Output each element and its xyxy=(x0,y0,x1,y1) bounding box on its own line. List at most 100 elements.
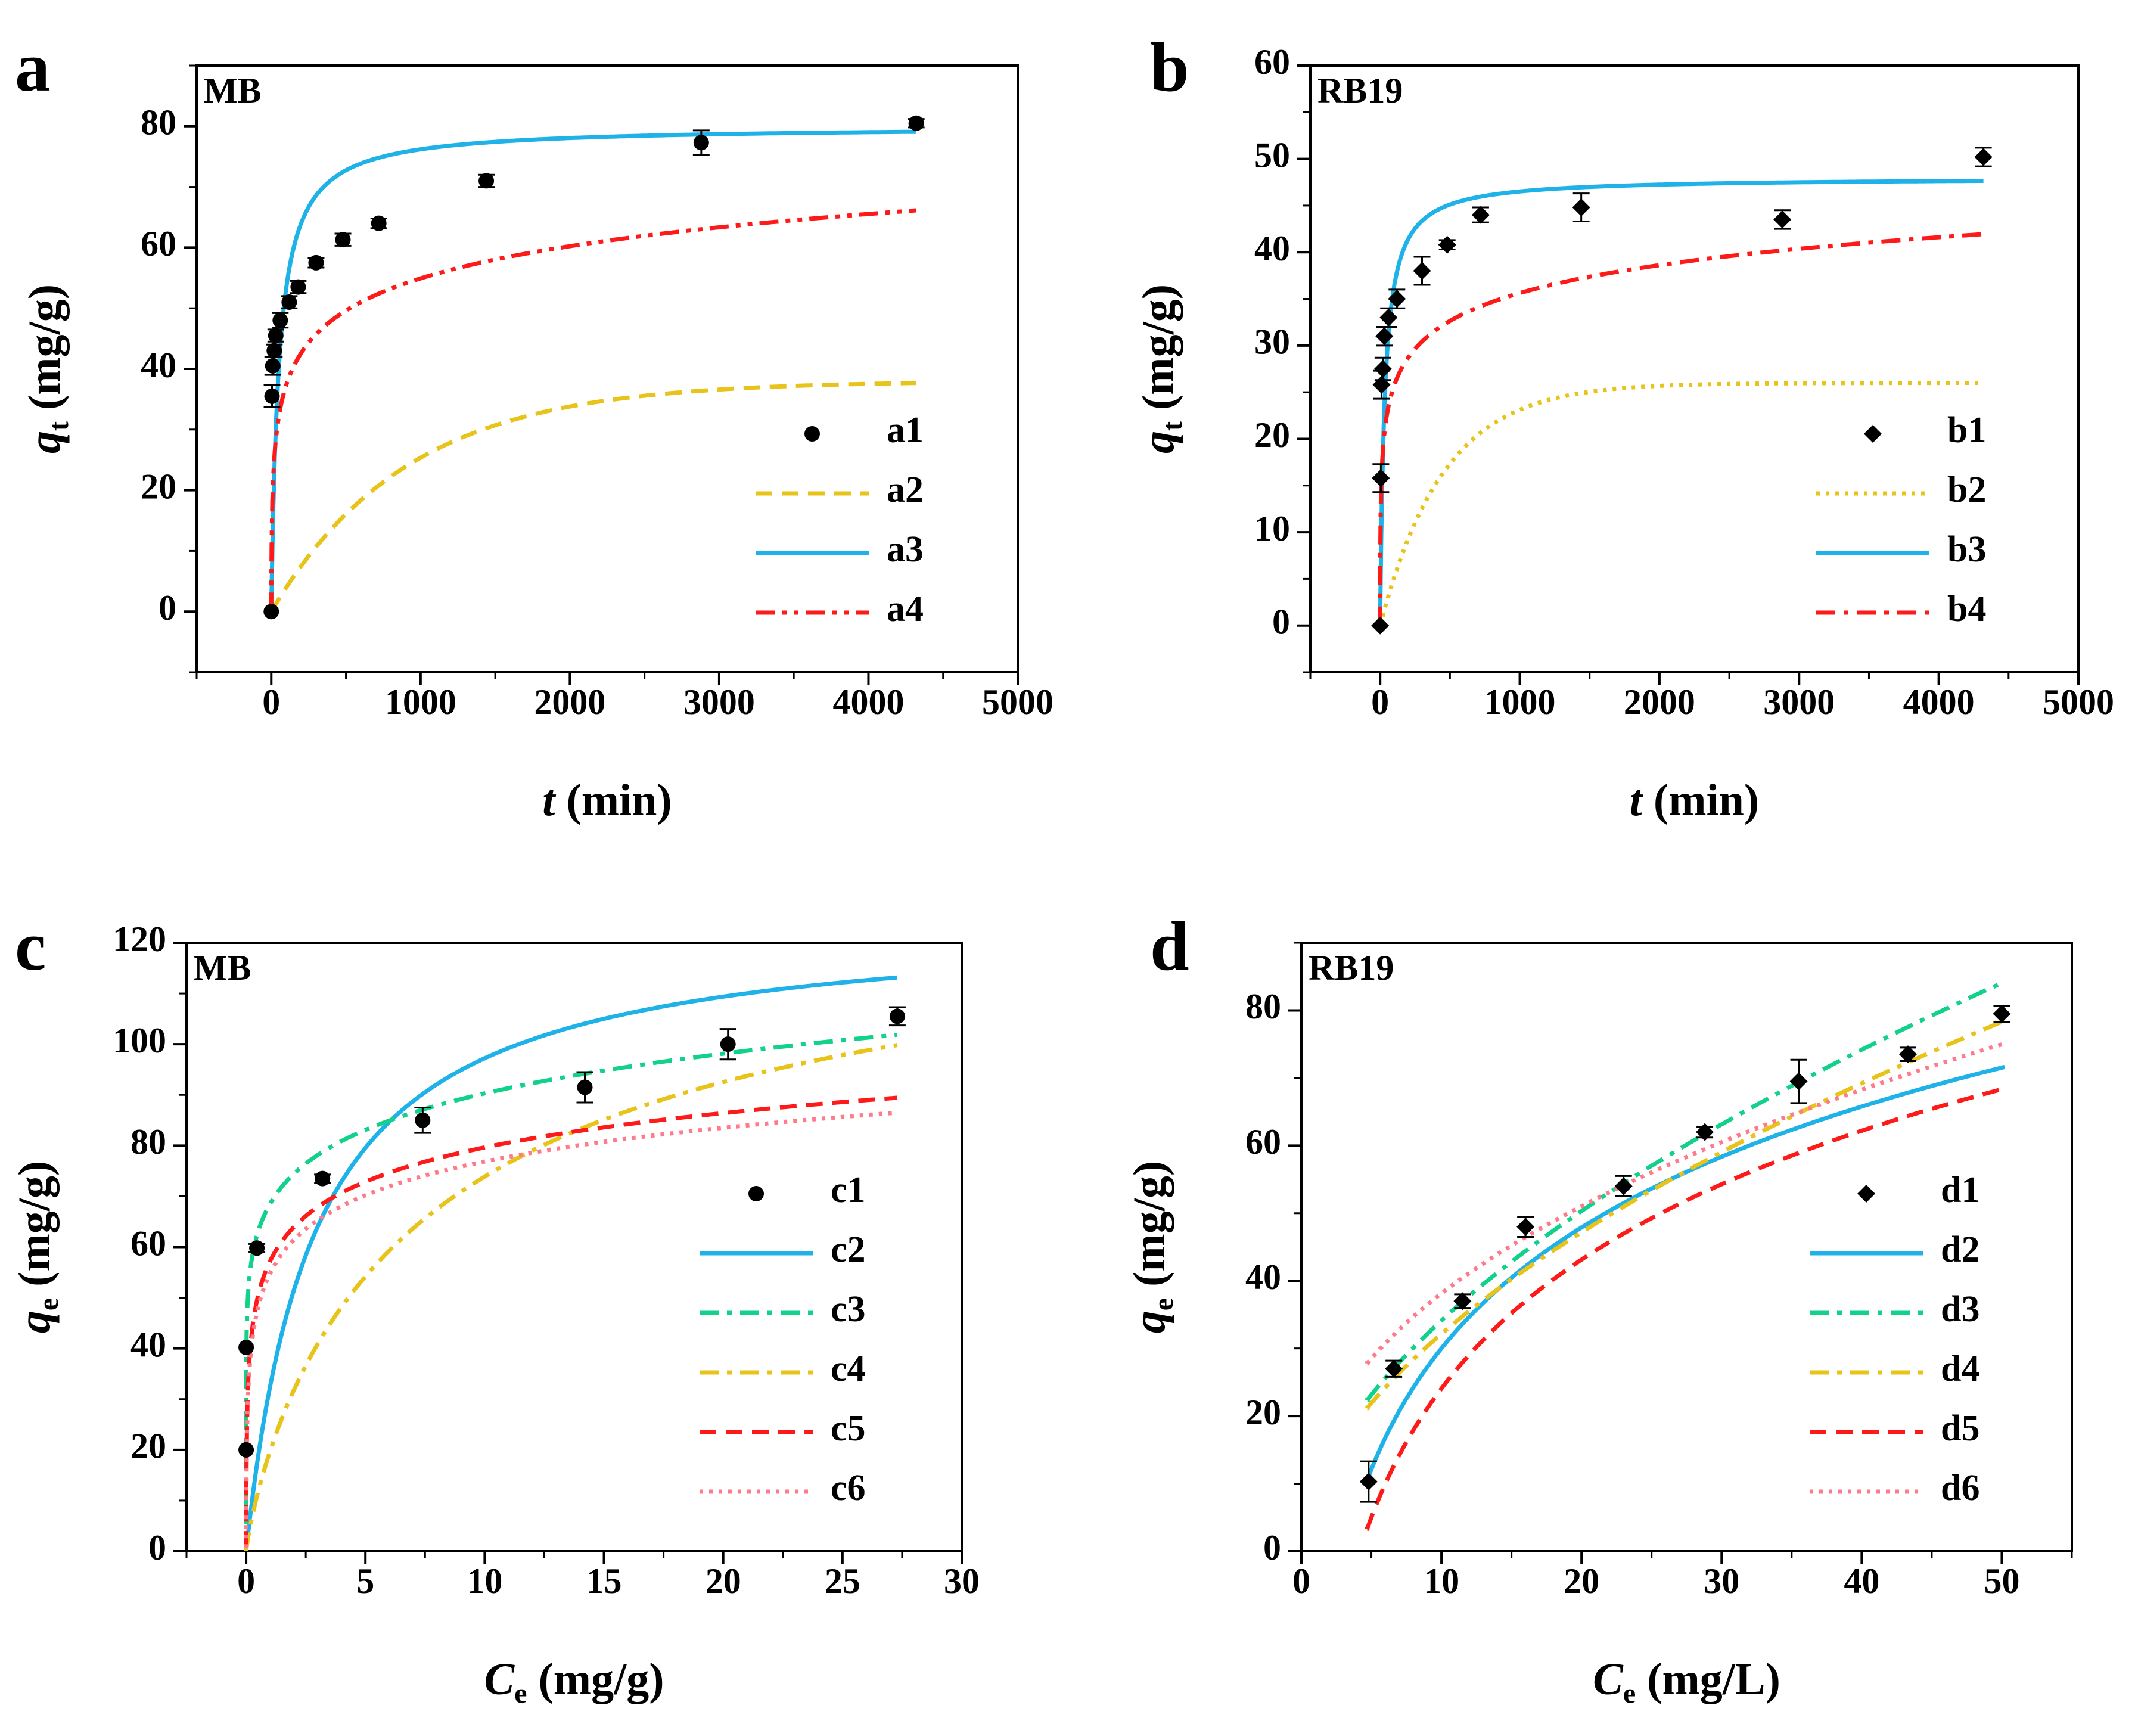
y-axis-label: qt (mg/g) xyxy=(1133,284,1188,454)
plot-frame xyxy=(1309,64,2080,673)
curve-a2 xyxy=(269,381,916,614)
y-axis-label: qe (mg/g) xyxy=(10,1161,64,1333)
x-tick-label: 0 xyxy=(237,1561,255,1601)
x-tick-label: 30 xyxy=(944,1561,980,1601)
x-tick-label: 30 xyxy=(1704,1561,1739,1601)
x-tick-label: 2000 xyxy=(534,682,605,722)
x-tick-label: 4000 xyxy=(832,682,904,722)
y-tick-label: 10 xyxy=(1254,509,1290,548)
series-b1 xyxy=(1371,147,1993,635)
y-tick-label: 60 xyxy=(1254,42,1290,82)
panel-letter-a: a xyxy=(15,28,50,106)
data-point xyxy=(1572,198,1590,217)
data-point xyxy=(1696,1123,1714,1141)
legend-marker-d1 xyxy=(1857,1185,1875,1203)
data-point xyxy=(263,604,279,620)
data-point xyxy=(1438,235,1456,254)
curve-b3 xyxy=(1378,179,1984,626)
y-tick-label: 40 xyxy=(141,346,176,385)
series-c1 xyxy=(238,1006,906,1458)
legend: b1 b2 b3 b4 xyxy=(1816,410,1986,629)
legend-label-a2: a2 xyxy=(887,470,924,510)
x-tick-label: 0 xyxy=(262,682,280,722)
data-point xyxy=(1898,1045,1917,1064)
curve-c5 xyxy=(244,1095,898,1551)
data-point xyxy=(1375,327,1394,346)
x-tick-label: 5000 xyxy=(982,682,1053,722)
curve-c3 xyxy=(244,1032,898,1551)
data-point xyxy=(249,1240,265,1256)
legend-label-c1: c1 xyxy=(831,1170,866,1210)
legend-label-c2: c2 xyxy=(831,1229,866,1270)
y-tick-label: 20 xyxy=(1245,1393,1281,1432)
x-tick-label: 50 xyxy=(1984,1561,2019,1601)
data-point xyxy=(1993,1005,2011,1023)
y-tick-label: 60 xyxy=(1245,1122,1281,1162)
y-tick-label: 0 xyxy=(148,1528,166,1567)
data-point xyxy=(1614,1177,1633,1195)
data-point xyxy=(415,1112,431,1128)
data-point xyxy=(1471,206,1490,224)
data-point xyxy=(268,328,284,344)
y-tick-label: 0 xyxy=(159,588,176,628)
curve-c4 xyxy=(244,1043,898,1551)
legend: c1 c2 c3 c4 c5 c6 xyxy=(700,1170,866,1508)
legend-label-a3: a3 xyxy=(887,529,924,570)
legend-label-d4: d4 xyxy=(1941,1349,1979,1389)
data-point xyxy=(577,1079,593,1095)
series-d1 xyxy=(1359,1005,2011,1503)
curve-d2 xyxy=(1365,1064,2006,1482)
x-tick-label: 5 xyxy=(356,1561,374,1601)
data-point xyxy=(290,279,306,295)
x-tick-label: 20 xyxy=(706,1561,741,1601)
data-point xyxy=(335,232,351,248)
legend-label-c3: c3 xyxy=(831,1289,866,1330)
panel-letter-d: d xyxy=(1150,907,1189,985)
legend-label-d3: d3 xyxy=(1941,1289,1979,1330)
x-tick-label: 20 xyxy=(1564,1561,1599,1601)
y-tick-label: 60 xyxy=(141,224,176,263)
y-tick-label: 40 xyxy=(1254,229,1290,268)
x-axis-label: Ce (mg/L) xyxy=(1593,1654,1780,1709)
y-tick-label: 60 xyxy=(130,1223,166,1263)
x-tick-label: 0 xyxy=(1371,682,1389,722)
curves xyxy=(269,129,916,614)
panel-b: b 0 1000 2000 3000 4000 5000 0 10 20 30 40 50 60 t (mi… xyxy=(1133,28,2114,825)
curve-d3 xyxy=(1365,980,2006,1402)
y-tick-label: 20 xyxy=(1254,415,1290,455)
curve-a4 xyxy=(269,208,916,612)
panel-c: c 0 5 10 15 20 25 30 0 20 40 60 80 100 120 Ce (mg/g) qe … xyxy=(10,907,980,1709)
legend-marker-a1 xyxy=(804,426,820,442)
legend-label-d2: d2 xyxy=(1941,1229,1979,1270)
legend-label-a4: a4 xyxy=(887,589,924,629)
data-point xyxy=(889,1008,905,1024)
x-tick-label: 1000 xyxy=(385,682,456,722)
legend-marker-b1 xyxy=(1864,425,1882,443)
legend-label-c5: c5 xyxy=(831,1408,866,1449)
curve-d5 xyxy=(1365,1086,2006,1531)
data-point xyxy=(1516,1218,1535,1236)
x-tick-label: 4000 xyxy=(1903,682,1975,722)
y-tick-label: 80 xyxy=(141,103,176,142)
curve-c6 xyxy=(244,1110,898,1551)
data-point xyxy=(265,358,281,374)
data-point xyxy=(1413,262,1431,280)
data-point xyxy=(266,343,282,359)
legend-label-b3: b3 xyxy=(1947,529,1986,570)
data-point xyxy=(1373,360,1392,378)
legend-label-d5: d5 xyxy=(1941,1408,1979,1449)
data-point xyxy=(1453,1292,1472,1310)
y-tick-label: 100 xyxy=(113,1021,166,1060)
data-point xyxy=(478,173,495,189)
plot-frame xyxy=(1300,942,2073,1552)
curve-b2 xyxy=(1378,381,1984,627)
curve-c2 xyxy=(244,975,898,1551)
panel-letter-b: b xyxy=(1150,28,1189,106)
data-point xyxy=(1388,290,1406,308)
data-point xyxy=(308,254,324,271)
x-tick-label: 3000 xyxy=(683,682,755,722)
data-point xyxy=(315,1170,331,1187)
x-tick-label: 1000 xyxy=(1484,682,1556,722)
data-point xyxy=(272,312,288,328)
